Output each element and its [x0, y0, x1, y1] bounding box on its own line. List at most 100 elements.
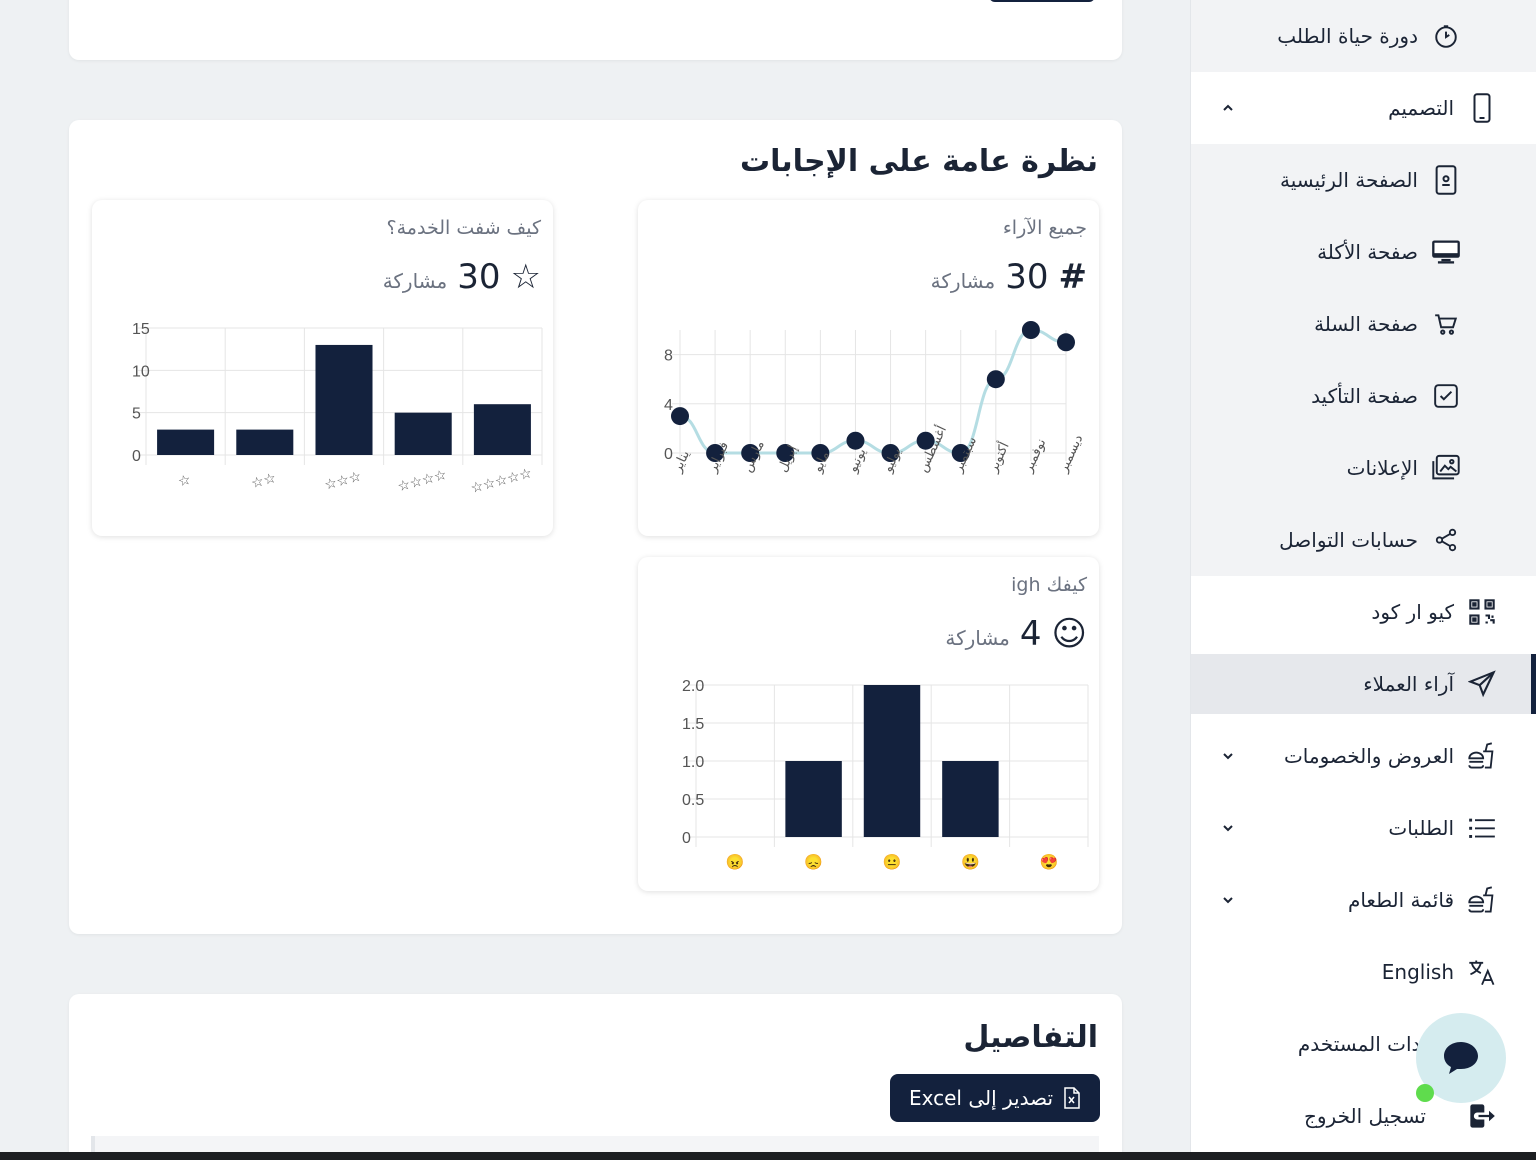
- sidebar-item-label: تسجيل الخروج: [1303, 1104, 1426, 1128]
- data-bar: [394, 412, 452, 455]
- question-title: كيف شفت الخدمة؟: [386, 217, 541, 239]
- y-tick-label: 10: [132, 363, 150, 380]
- previous-card: [69, 0, 1122, 60]
- count-value: 30: [457, 257, 501, 297]
- data-point: [671, 407, 689, 426]
- smile-icon: ☺: [1051, 614, 1087, 654]
- data-point: [951, 444, 970, 462]
- sidebar-item-qr-code[interactable]: كيو ار كود: [1191, 576, 1536, 648]
- timer-icon: [1430, 20, 1462, 52]
- sidebar-item-label: صفحة السلة: [1314, 312, 1418, 336]
- chevron-down-icon[interactable]: [1221, 893, 1235, 907]
- sidebar-item-label: الطلبات: [1388, 816, 1454, 840]
- sidebar-item-cart-page[interactable]: صفحة السلة: [1191, 288, 1536, 360]
- mobile-icon: [1466, 92, 1498, 124]
- sidebar-item-customer-reviews[interactable]: آراء العملاء: [1191, 654, 1536, 714]
- button-edge[interactable]: [989, 0, 1095, 2]
- online-status-dot: [1416, 1084, 1434, 1102]
- star-icon: ☆: [510, 257, 541, 297]
- y-tick-label: 5: [132, 406, 141, 423]
- y-tick-label: 0.5: [682, 792, 704, 809]
- sidebar-item-orders[interactable]: الطلبات: [1191, 792, 1536, 864]
- x-tick-label: ☆☆☆: [322, 468, 363, 493]
- x-tick-label: أكتوبر: [984, 439, 1013, 475]
- logout-icon: [1466, 1100, 1498, 1132]
- sidebar-item-label: قائمة الطعام: [1347, 888, 1454, 912]
- x-tick-label: ☆☆☆☆☆: [469, 464, 534, 496]
- sidebar-item-social-accounts[interactable]: حسابات التواصل: [1191, 504, 1536, 576]
- y-tick-label: 0: [682, 830, 691, 847]
- bottom-bar: [0, 1152, 1536, 1160]
- sidebar-item-label: حسابات التواصل: [1279, 528, 1418, 552]
- chevron-down-icon[interactable]: [1221, 749, 1235, 763]
- data-point: [846, 431, 865, 450]
- data-bar: [236, 429, 294, 455]
- list-icon: [1466, 812, 1498, 844]
- data-point: [706, 444, 725, 462]
- data-point: [986, 370, 1005, 389]
- count-unit: مشاركة: [945, 626, 1010, 650]
- sidebar-item-offers[interactable]: العروض والخصومات: [1191, 720, 1536, 792]
- all-opinions-card: جميع الآراء # 30 مشاركة 0 4 8 يناير فبراير ما…: [638, 200, 1099, 536]
- sidebar-item-label: دورة حياة الطلب: [1277, 24, 1418, 48]
- sidebar-item-food-menu[interactable]: قائمة الطعام: [1191, 864, 1536, 936]
- x-tick-label: ديسمبر: [1055, 432, 1087, 476]
- sidebar-item-label: الصفحة الرئيسية: [1280, 168, 1418, 192]
- x-tick-label: ☆☆☆☆: [396, 466, 449, 494]
- cart-icon: [1430, 308, 1462, 340]
- sidebar-item-home-page[interactable]: الصفحة الرئيسية: [1191, 144, 1536, 216]
- y-tick-label: 15: [132, 321, 150, 338]
- sidebar-item-order-lifecycle[interactable]: دورة حياة الطلب: [1191, 0, 1536, 72]
- x-tick-label: 😍: [1039, 853, 1058, 871]
- section-title: نظرة عامة على الإجابات: [740, 144, 1098, 179]
- export-excel-button[interactable]: تصدير إلى Excel: [890, 1074, 1100, 1122]
- data-point: [741, 444, 760, 462]
- sidebar-item-logout[interactable]: تسجيل الخروج: [1191, 1080, 1536, 1152]
- y-tick-label: 4: [664, 397, 673, 414]
- x-tick-label: 😐: [883, 853, 902, 871]
- mood-card: كيفك igh ☺ 4 مشاركة 0 0.5 1.0 1.5 2.0 😠 😞 😐 😃 😍: [638, 557, 1099, 891]
- tablet-icon: [1430, 164, 1462, 196]
- sidebar-item-label: الإعلانات: [1346, 456, 1418, 480]
- chevron-up-icon[interactable]: [1221, 101, 1235, 115]
- count-unit: مشاركة: [382, 269, 448, 293]
- sidebar-item-confirm-page[interactable]: صفحة التأكيد: [1191, 360, 1536, 432]
- sidebar: دورة حياة الطلب التصميم الصفحة الرئيسية …: [1190, 0, 1536, 1152]
- data-bar: [157, 429, 215, 455]
- chevron-down-icon[interactable]: [1221, 821, 1235, 835]
- check-square-icon: [1430, 380, 1462, 412]
- y-tick-label: 8: [664, 348, 673, 365]
- hash-icon: #: [1058, 257, 1088, 297]
- sidebar-item-design[interactable]: التصميم: [1191, 72, 1536, 144]
- sidebar-item-ads[interactable]: الإعلانات: [1191, 432, 1536, 504]
- x-tick-label: 😠: [726, 853, 745, 871]
- x-tick-label: ☆☆: [249, 469, 277, 491]
- desktop-icon: [1430, 236, 1462, 268]
- sidebar-item-label: English: [1381, 960, 1454, 984]
- x-tick-label: 😃: [961, 853, 980, 871]
- count-value: 30: [1005, 257, 1049, 297]
- share-icon: [1430, 524, 1462, 556]
- qr-code-icon: [1466, 596, 1498, 628]
- sidebar-item-label: صفحة التأكيد: [1311, 384, 1418, 408]
- data-point: [1021, 321, 1040, 339]
- data-bar: [863, 685, 921, 837]
- service-rating-card: كيف شفت الخدمة؟ ☆ 30 مشاركة 0 5 10 15 ☆ ☆☆ ☆☆☆…: [92, 200, 553, 536]
- data-point: [811, 444, 830, 462]
- x-tick-label: يونيو: [844, 445, 869, 475]
- send-icon: [1466, 668, 1498, 700]
- y-tick-label: 1.0: [682, 754, 704, 771]
- sidebar-item-label: العروض والخصومات: [1283, 744, 1454, 768]
- sidebar-item-dish-page[interactable]: صفحة الأكلة: [1191, 216, 1536, 288]
- food-icon: [1466, 884, 1498, 916]
- x-tick-label: 😞: [804, 853, 823, 871]
- x-tick-label: نوفمبر: [1020, 436, 1050, 476]
- count-unit: مشاركة: [930, 269, 996, 293]
- x-tick-label: ☆: [176, 471, 192, 490]
- response-count: ☆ 30 مشاركة: [383, 257, 541, 297]
- mood-bar-chart: 0 0.5 1.0 1.5 2.0 😠 😞 😐 😃 😍: [682, 678, 1089, 871]
- sidebar-item-label: التصميم: [1388, 96, 1454, 120]
- count-value: 4: [1019, 614, 1042, 654]
- data-bar: [942, 761, 999, 837]
- sidebar-item-language[interactable]: English: [1191, 936, 1536, 1008]
